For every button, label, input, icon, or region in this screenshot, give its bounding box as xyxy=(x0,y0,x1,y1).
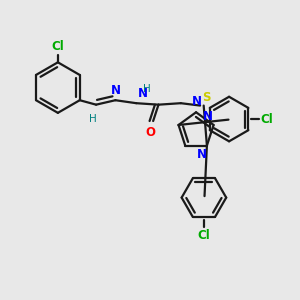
Text: S: S xyxy=(202,91,211,104)
Text: Cl: Cl xyxy=(198,230,210,242)
Text: N: N xyxy=(138,87,148,100)
Text: H: H xyxy=(143,84,151,94)
Text: Cl: Cl xyxy=(52,40,64,53)
Text: Cl: Cl xyxy=(260,112,273,125)
Text: N: N xyxy=(196,148,207,161)
Text: N: N xyxy=(110,84,120,97)
Text: H: H xyxy=(89,114,97,124)
Text: O: O xyxy=(145,126,155,140)
Text: N: N xyxy=(192,95,202,108)
Text: N: N xyxy=(203,110,213,123)
